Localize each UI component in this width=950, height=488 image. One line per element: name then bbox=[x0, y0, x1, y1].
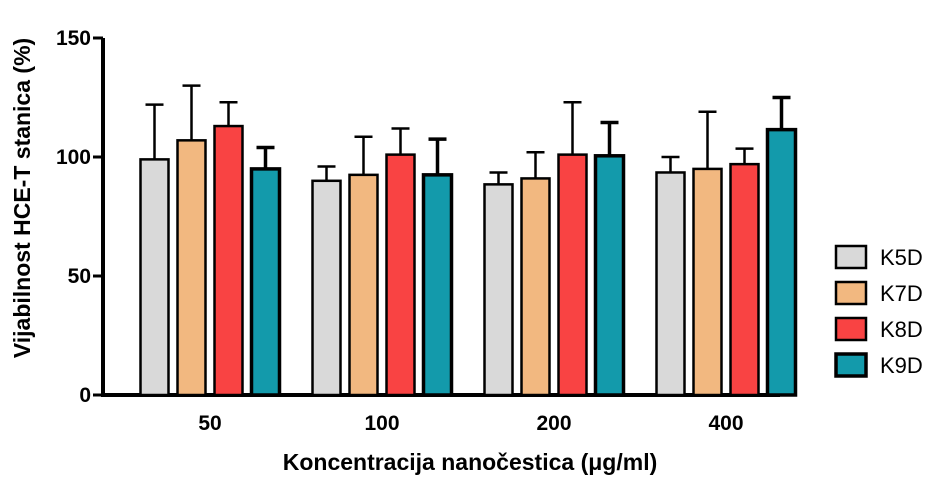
x-tick-label: 50 bbox=[198, 412, 221, 435]
x-axis-title: Koncentracija nanočestica (μg/ml) bbox=[283, 449, 658, 475]
bar-k9d-400 bbox=[765, 127, 798, 397]
y-tick-label: 0 bbox=[79, 384, 91, 407]
bar-k7d-50 bbox=[176, 139, 207, 397]
x-tick-label: 100 bbox=[364, 412, 399, 435]
bar-k8d-400 bbox=[729, 162, 760, 397]
legend: K5D K7D K8D K9D bbox=[834, 244, 923, 378]
bar-k5d-50 bbox=[139, 158, 170, 397]
y-tick-label: 150 bbox=[56, 27, 91, 50]
bar-k5d-100 bbox=[311, 179, 342, 397]
legend-label-k8d: K8D bbox=[880, 317, 923, 342]
bar-k8d-200 bbox=[557, 153, 588, 397]
legend-label-k5d: K5D bbox=[880, 245, 923, 270]
error-bars bbox=[145, 84, 791, 185]
x-tick-label: 200 bbox=[536, 412, 571, 435]
legend-swatch-k7d bbox=[834, 280, 868, 306]
bar-k9d-50 bbox=[249, 167, 282, 397]
bar-k5d-400 bbox=[655, 171, 686, 397]
bar-k8d-100 bbox=[385, 153, 416, 397]
legend-swatch-k9d bbox=[834, 352, 868, 378]
x-tick-label: 400 bbox=[708, 412, 743, 435]
y-tick-label: 100 bbox=[56, 146, 91, 169]
bar-k7d-200 bbox=[520, 177, 551, 397]
legend-label-k7d: K7D bbox=[880, 281, 923, 306]
y-tick-label: 50 bbox=[68, 265, 91, 288]
bar-k9d-200 bbox=[593, 154, 626, 397]
legend-swatch-k5d bbox=[834, 244, 868, 270]
legend-label-k9d: K9D bbox=[880, 353, 923, 378]
bar-k7d-100 bbox=[348, 173, 379, 397]
tick-labels: 0 50 100 150 50 100 200 400 bbox=[56, 27, 744, 435]
bar-k8d-50 bbox=[213, 124, 244, 397]
legend-swatch-k8d bbox=[834, 316, 868, 342]
bar-k9d-100 bbox=[421, 173, 454, 397]
bars bbox=[139, 124, 798, 397]
y-axis-title: Vijabilnost HCE-T stanica (%) bbox=[9, 38, 35, 358]
bar-k7d-400 bbox=[692, 167, 723, 397]
bar-k5d-200 bbox=[483, 183, 514, 397]
